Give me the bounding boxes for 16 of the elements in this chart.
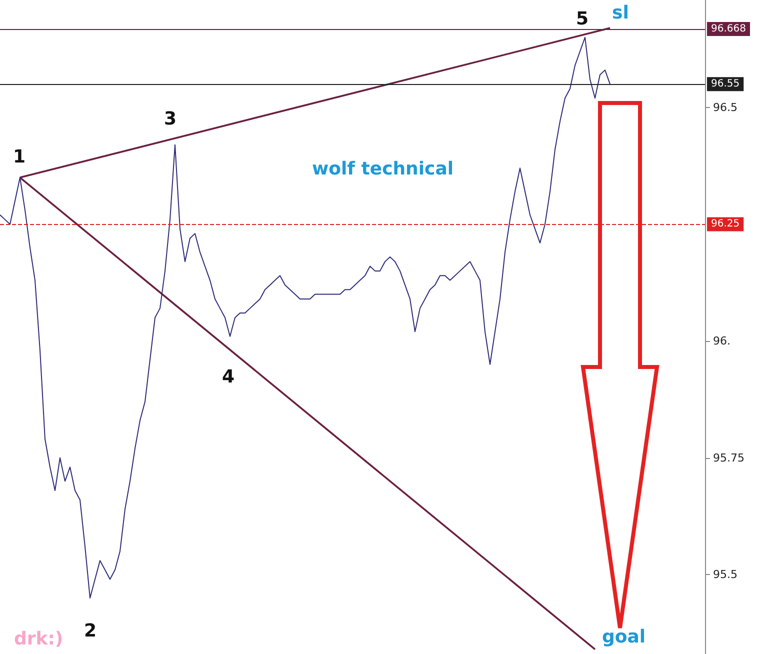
ref-line-label: 96.668 [711,23,746,34]
y-tick-label: 96. [713,334,730,348]
annotation: 1 [13,146,26,168]
ref-line-label: 96.55 [711,78,740,90]
annotation: 5 [576,8,589,30]
y-tick-label: 95.5 [713,568,738,582]
annotation: 3 [164,108,177,130]
y-tick-label: 96.5 [713,100,738,114]
ref-line-label: 96.25 [711,218,740,230]
annotation: 2 [84,620,97,642]
annotation: drk:) [14,628,64,650]
annotation: goal [602,626,646,648]
annotation: wolf technical [312,158,454,180]
annotation: 4 [222,366,235,388]
y-tick-label: 95.75 [713,451,744,464]
annotation: sl [612,2,629,24]
